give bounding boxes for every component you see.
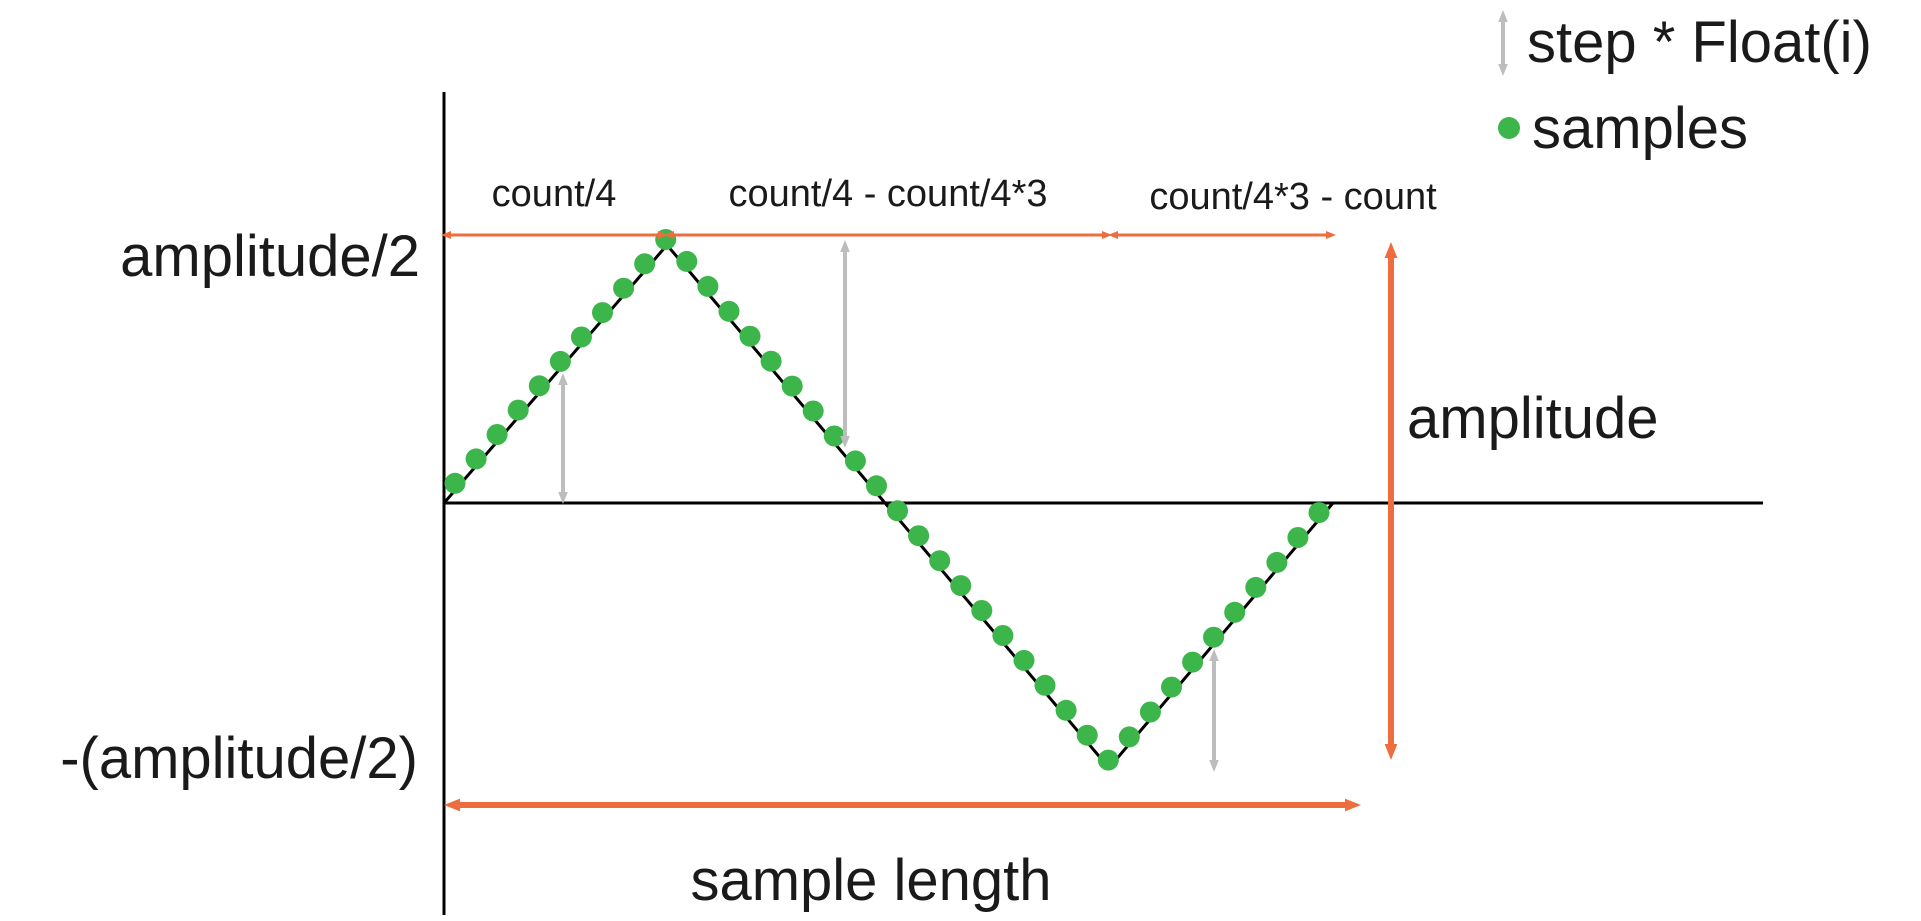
sample-dot bbox=[823, 425, 845, 447]
sample-dot bbox=[1203, 626, 1225, 648]
sample-dot bbox=[781, 375, 803, 397]
sample-dot bbox=[760, 350, 782, 372]
sample-dot bbox=[613, 277, 635, 299]
sample-dot bbox=[507, 399, 529, 421]
legend-sample-dot-icon bbox=[1498, 117, 1520, 139]
sample-dot bbox=[1224, 601, 1246, 623]
sample-dot bbox=[1076, 724, 1098, 746]
sample-dot bbox=[528, 375, 550, 397]
sample-dot bbox=[570, 326, 592, 348]
sample-dot bbox=[697, 275, 719, 297]
sample-dot bbox=[1013, 649, 1035, 671]
sample-dot bbox=[1182, 651, 1204, 673]
sample-dot bbox=[866, 475, 887, 497]
legend-step-label: step * Float(i) bbox=[1527, 10, 1872, 75]
sample-length-label: sample length bbox=[690, 848, 1051, 913]
legend-samples-label: samples bbox=[1532, 96, 1748, 161]
sample-dot bbox=[908, 525, 930, 547]
sample-dot bbox=[676, 250, 698, 272]
amplitude-label: amplitude bbox=[1407, 386, 1658, 451]
legend: step * Float(i) samples bbox=[1498, 9, 1872, 161]
amplitude-half-label: amplitude/2 bbox=[120, 224, 420, 289]
sample-points bbox=[444, 229, 1330, 771]
sample-dot bbox=[1034, 674, 1056, 696]
sample-dot bbox=[802, 400, 824, 422]
sample-dot bbox=[718, 300, 740, 322]
sample-dot bbox=[465, 448, 487, 470]
negative-amplitude-half-label: -(amplitude/2) bbox=[60, 726, 418, 791]
sample-dot bbox=[992, 625, 1014, 646]
sample-dot bbox=[950, 575, 972, 597]
sample-dot bbox=[1266, 551, 1288, 573]
sample-dot bbox=[486, 424, 508, 445]
sample-dot bbox=[971, 600, 993, 621]
segment-label-first: count/4 bbox=[492, 173, 617, 215]
sample-dot bbox=[1097, 749, 1119, 771]
sample-dot bbox=[1308, 502, 1330, 524]
sample-dot bbox=[929, 550, 951, 572]
sample-dot bbox=[1055, 699, 1077, 721]
sample-dot bbox=[444, 472, 466, 494]
sample-dot bbox=[1287, 527, 1309, 548]
sample-dot bbox=[844, 450, 866, 472]
sample-dot bbox=[739, 325, 761, 347]
sample-dot bbox=[592, 302, 613, 324]
sample-dot bbox=[1245, 576, 1267, 598]
segment-label-second: count/4 - count/4*3 bbox=[729, 173, 1048, 215]
sample-dot bbox=[549, 350, 571, 372]
sample-dot bbox=[1161, 676, 1182, 698]
sample-dot bbox=[887, 500, 908, 522]
sample-dot bbox=[1139, 701, 1161, 723]
segment-label-third: count/4*3 - count bbox=[1149, 176, 1437, 218]
sample-dot bbox=[655, 229, 677, 250]
sample-dot bbox=[634, 253, 656, 275]
sample-dot bbox=[1118, 726, 1140, 748]
